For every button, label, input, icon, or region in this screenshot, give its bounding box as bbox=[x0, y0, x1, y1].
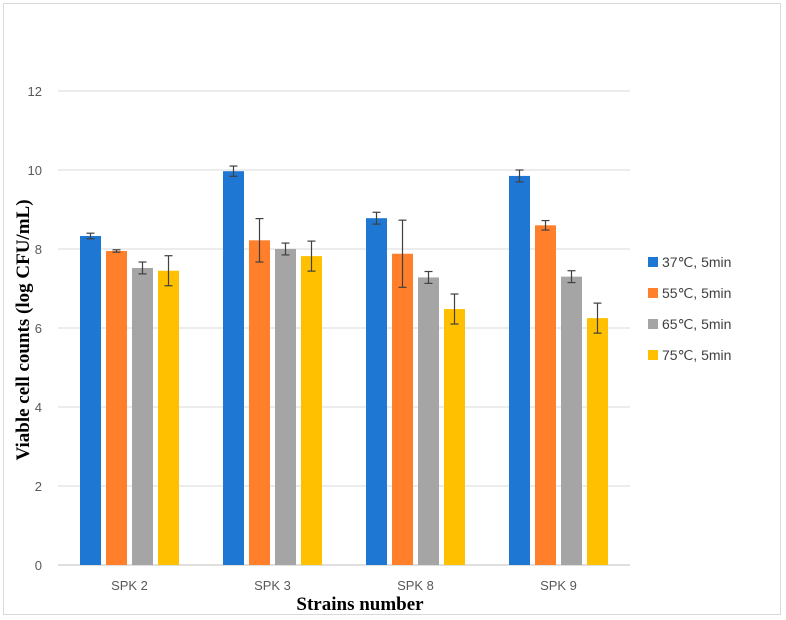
legend-swatch bbox=[648, 257, 658, 267]
error-bar bbox=[281, 242, 290, 256]
x-tick-label: SPK 9 bbox=[540, 578, 577, 593]
legend-item: 37℃, 5min bbox=[648, 254, 731, 270]
x-tick-labels: SPK 2 SPK 3 SPK 8 SPK 9 bbox=[111, 578, 577, 593]
legend-label: 65℃, 5min bbox=[662, 316, 731, 332]
legend-swatch bbox=[648, 350, 658, 360]
error-bar bbox=[307, 240, 316, 272]
error-bars bbox=[86, 165, 602, 334]
legend-item: 75℃, 5min bbox=[648, 347, 731, 363]
legend-label: 37℃, 5min bbox=[662, 254, 731, 270]
error-bar bbox=[593, 302, 602, 334]
bar bbox=[275, 249, 296, 565]
error-bar bbox=[138, 261, 147, 275]
legend-label: 55℃, 5min bbox=[662, 285, 731, 301]
bar bbox=[509, 175, 530, 566]
bar bbox=[249, 240, 270, 565]
y-tick-label: 4 bbox=[35, 400, 42, 415]
y-tick-labels: 0 2 4 6 8 10 12 bbox=[28, 84, 42, 573]
error-bar bbox=[255, 217, 264, 263]
y-axis-title: Viable cell counts (log CFU/mL) bbox=[13, 199, 34, 460]
y-tick-label: 2 bbox=[35, 479, 42, 494]
error-bar bbox=[86, 232, 95, 240]
gridlines bbox=[58, 90, 630, 566]
error-bar bbox=[567, 270, 576, 284]
bar bbox=[301, 256, 322, 565]
bar bbox=[106, 250, 127, 565]
legend: 37℃, 5min 55℃, 5min 65℃, 5min 75℃, 5min bbox=[648, 254, 731, 363]
bar bbox=[366, 218, 387, 565]
error-bar bbox=[372, 211, 381, 225]
y-tick-label: 0 bbox=[35, 558, 42, 573]
bar bbox=[158, 270, 179, 565]
legend-item: 55℃, 5min bbox=[648, 285, 731, 301]
error-bar bbox=[164, 255, 173, 287]
legend-label: 75℃, 5min bbox=[662, 347, 731, 363]
y-tick-label: 12 bbox=[28, 84, 42, 99]
bars bbox=[80, 171, 608, 566]
bar bbox=[132, 267, 153, 565]
error-bar bbox=[450, 293, 459, 325]
error-bar bbox=[229, 165, 238, 177]
error-bar bbox=[112, 249, 121, 253]
bar bbox=[444, 309, 465, 565]
x-tick-label: SPK 2 bbox=[111, 578, 148, 593]
error-bar bbox=[424, 270, 433, 284]
error-bar bbox=[515, 169, 524, 183]
bar bbox=[561, 276, 582, 565]
error-bar bbox=[541, 219, 550, 231]
bar bbox=[418, 277, 439, 565]
x-axis-title: Strains number bbox=[296, 594, 424, 615]
y-tick-label: 8 bbox=[35, 242, 42, 257]
legend-swatch bbox=[648, 319, 658, 329]
y-tick-label: 10 bbox=[28, 163, 42, 178]
y-tick-label: 6 bbox=[35, 321, 42, 336]
x-tick-label: SPK 3 bbox=[254, 578, 291, 593]
x-tick-label: SPK 8 bbox=[397, 578, 434, 593]
error-bar bbox=[398, 219, 407, 288]
bar bbox=[80, 235, 101, 565]
legend-swatch bbox=[648, 288, 658, 298]
bar bbox=[535, 225, 556, 566]
bar bbox=[587, 318, 608, 565]
legend-item: 65℃, 5min bbox=[648, 316, 731, 332]
bar bbox=[392, 253, 413, 566]
bar bbox=[223, 171, 244, 565]
